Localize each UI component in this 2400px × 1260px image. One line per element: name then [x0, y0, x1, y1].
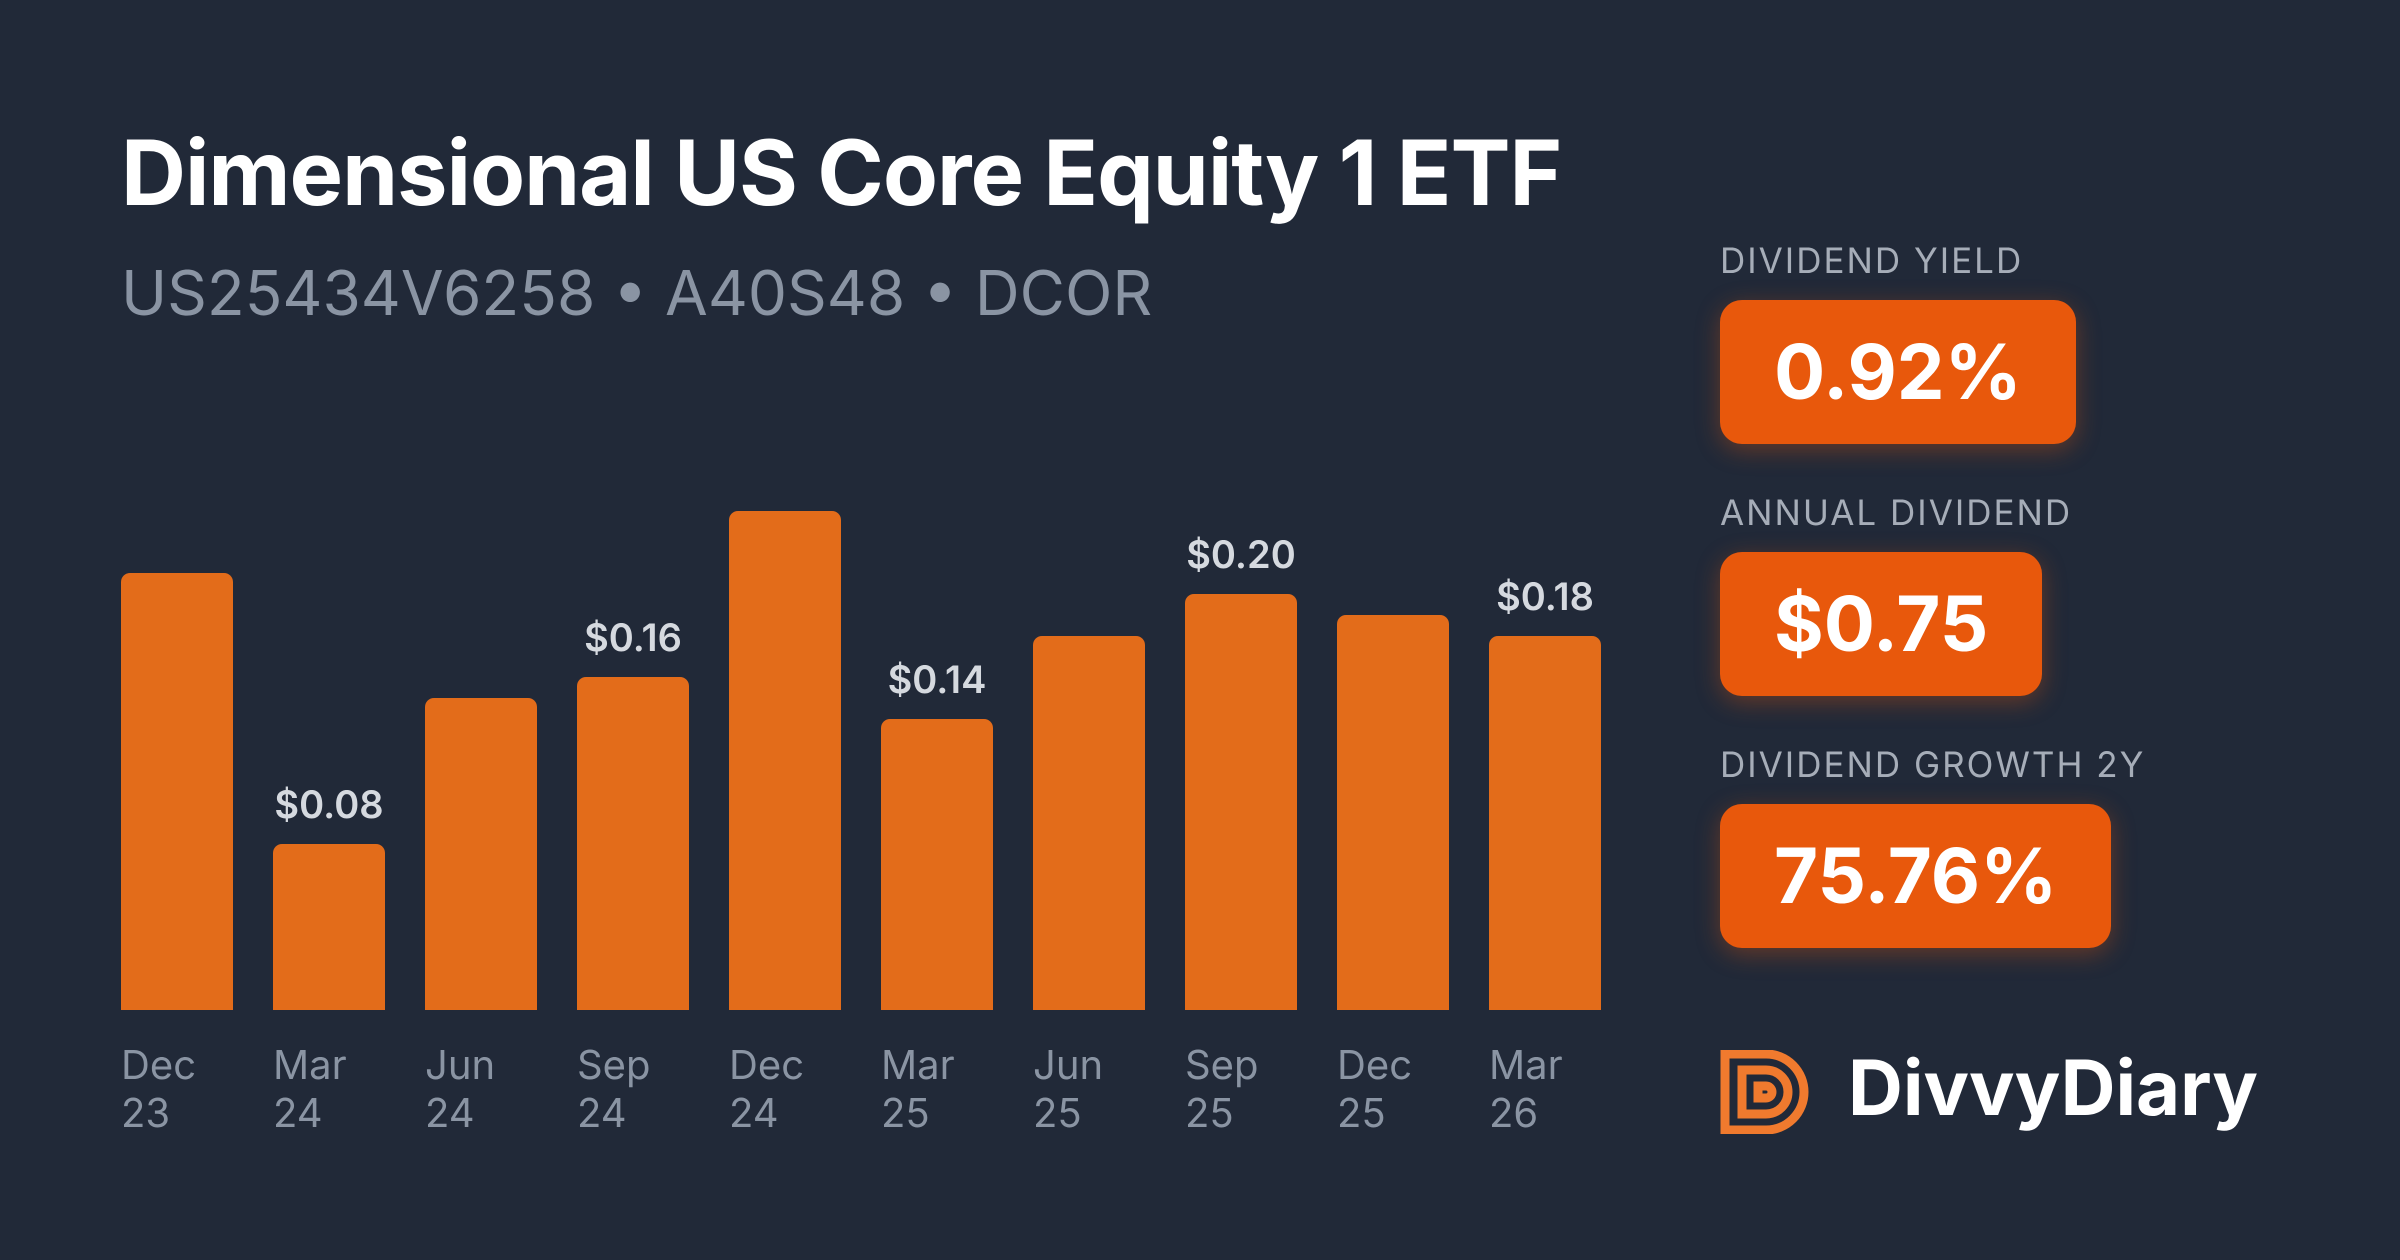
subtitle: US25434V6258 • A40S48 • DCOR — [121, 255, 1153, 330]
x-tick-label: Dec 23 — [121, 1040, 197, 1137]
x-tick-label: Mar 24 — [273, 1040, 347, 1137]
value-label: $0.08 — [274, 781, 384, 828]
title: Dimensional US Core Equity 1 ETF — [121, 118, 1562, 227]
bar — [273, 843, 385, 1010]
brand: DivvyDiary — [1848, 1042, 2259, 1134]
bar — [577, 677, 689, 1010]
stat-label: ANNUAL DIVIDEND — [1720, 492, 2073, 534]
x-tick-label: Sep 25 — [1185, 1040, 1259, 1137]
stat-value: 75.76% — [1720, 804, 2112, 948]
bar — [121, 573, 233, 1010]
value-label: $0.16 — [584, 615, 682, 662]
bar — [729, 510, 841, 1010]
x-tick-label: Sep 24 — [577, 1040, 651, 1137]
x-tick-label: Jun 24 — [425, 1040, 496, 1137]
chart: Dec 23 $0.08 Mar 24 Jun 24 $0.16 Sep 24 Dec 24… — [121, 510, 1601, 1137]
bar — [1337, 614, 1449, 1010]
value-label: $0.18 — [1496, 573, 1594, 620]
bar — [425, 698, 537, 1010]
logo-icon — [1720, 1050, 1809, 1134]
x-tick-label: Dec 25 — [1337, 1040, 1413, 1137]
stat-value: $0.75 — [1720, 552, 2043, 696]
x-tick-label: Mar 25 — [881, 1040, 955, 1137]
stat-label: DIVIDEND GROWTH 2Y — [1720, 744, 2146, 786]
x-tick-label: Jun 25 — [1033, 1040, 1104, 1137]
value-label: $0.14 — [887, 656, 987, 703]
bar — [881, 718, 993, 1010]
bar — [1033, 635, 1145, 1010]
stat-value: 0.92% — [1720, 300, 2076, 444]
value-label: $0.20 — [1186, 532, 1296, 578]
bar — [1185, 594, 1297, 1010]
x-tick-label: Dec 24 — [729, 1040, 805, 1137]
stat-label: DIVIDEND YIELD — [1720, 240, 2024, 282]
x-tick-label: Mar 26 — [1489, 1040, 1563, 1137]
bar — [1489, 635, 1601, 1010]
